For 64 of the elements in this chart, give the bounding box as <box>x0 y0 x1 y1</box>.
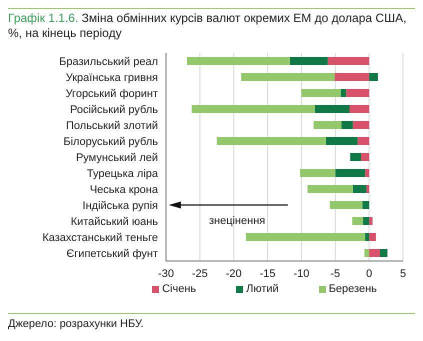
y-tick-label: Бразильський реал <box>59 56 158 68</box>
y-tick-label: Румунський лей <box>76 152 158 164</box>
bar <box>335 169 366 177</box>
legend-label: Березень <box>328 283 377 295</box>
x-tick-label: 0 <box>366 268 372 280</box>
bar <box>192 105 315 113</box>
bar <box>366 185 370 193</box>
y-tick-label: Російський рубль <box>70 104 158 116</box>
bar <box>314 121 342 129</box>
legend-label: Січень <box>161 283 196 295</box>
y-tick-label: Польський злотий <box>66 120 158 132</box>
y-tick-label: Індійська рупія <box>82 200 158 212</box>
y-tick-label: Турецька ліра <box>86 168 159 180</box>
bar <box>246 233 366 241</box>
bar <box>352 185 366 193</box>
bar <box>290 57 328 65</box>
bar <box>346 89 370 97</box>
bar <box>186 57 290 65</box>
y-tick-label: Угорський форинт <box>66 88 158 100</box>
bar <box>352 217 364 225</box>
bar <box>326 137 358 145</box>
x-tick-label: -15 <box>260 268 276 280</box>
bar <box>369 249 380 257</box>
bar <box>241 73 335 81</box>
x-tick-label: -20 <box>226 268 242 280</box>
x-tick-label: -30 <box>158 268 174 280</box>
x-tick-label: 5 <box>400 268 406 280</box>
bar <box>330 201 362 209</box>
y-tick-label: Китайський юань <box>70 216 158 228</box>
bar <box>341 121 353 129</box>
bar <box>352 121 370 129</box>
bar <box>361 153 370 161</box>
text: Джерело: розрахунки НБУ. <box>8 313 415 330</box>
bar <box>365 169 370 177</box>
y-tick-label: Білоруський рубль <box>63 136 158 148</box>
bar <box>314 105 350 113</box>
bar <box>363 217 370 225</box>
bar <box>369 233 376 241</box>
bar <box>300 169 336 177</box>
x-tick-label: -10 <box>293 268 310 280</box>
y-tick-label: Казахстанський теньге <box>42 232 158 244</box>
text: Графік 1.1.6. <box>8 11 78 25</box>
bar <box>350 153 362 161</box>
bar <box>364 249 370 257</box>
bar <box>308 185 353 193</box>
bar <box>369 73 378 81</box>
y-tick-label: Чеська крона <box>90 184 159 196</box>
bar <box>216 137 326 145</box>
bar <box>362 201 370 209</box>
bar <box>358 137 370 145</box>
annotation: знецінення <box>208 215 266 228</box>
x-tick-label: -25 <box>192 268 208 280</box>
bar <box>328 57 370 65</box>
bar <box>369 217 373 225</box>
bar <box>334 73 370 81</box>
y-tick-label: Єгипетський фунт <box>66 248 158 260</box>
bar <box>380 249 388 257</box>
bar <box>365 233 370 241</box>
y-tick-label: Українська гривня <box>66 72 158 84</box>
x-tick-label: -5 <box>330 268 340 280</box>
bar <box>350 105 370 113</box>
bar <box>340 89 346 97</box>
bar <box>301 89 341 97</box>
legend-label: Лютий <box>245 283 279 295</box>
